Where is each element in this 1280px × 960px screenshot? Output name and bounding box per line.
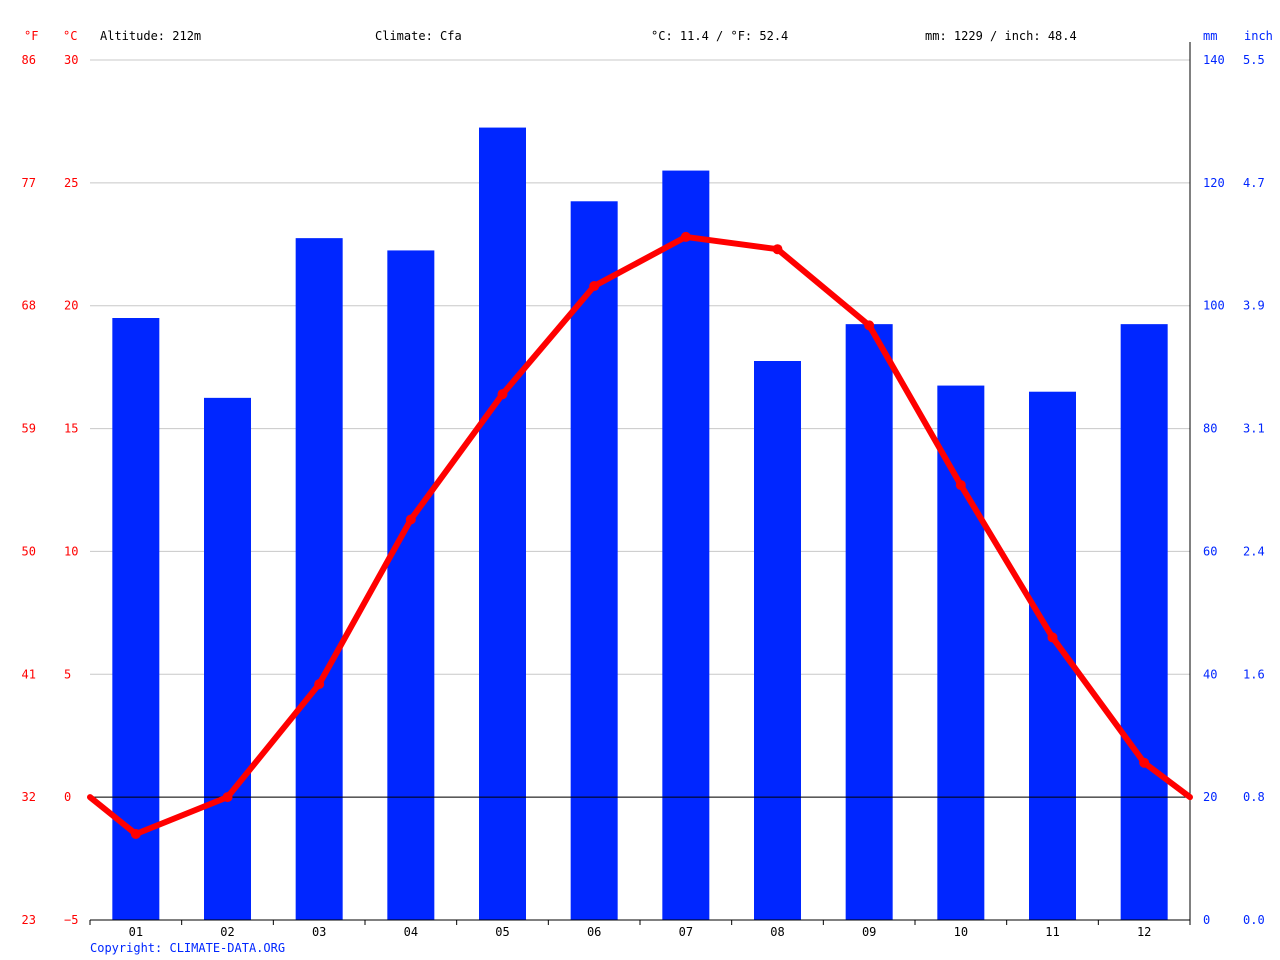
temperature-point xyxy=(1139,757,1150,768)
temperature-point xyxy=(772,244,783,255)
fahrenheit-tick-label: 50 xyxy=(22,544,36,558)
temperature-point xyxy=(955,480,966,491)
inch-tick-label: 5.5 xyxy=(1243,53,1265,67)
month-tick-label: 01 xyxy=(129,925,143,939)
fahrenheit-tick-label: 23 xyxy=(22,913,36,927)
celsius-tick-label: 20 xyxy=(64,299,78,313)
precipitation-bar xyxy=(295,238,343,921)
temperature-point xyxy=(589,281,600,292)
mm-unit-label: mm xyxy=(1203,29,1217,43)
month-tick-label: 06 xyxy=(587,925,601,939)
celsius-tick-label: 15 xyxy=(64,422,78,436)
fahrenheit-tick-label: 77 xyxy=(22,176,36,190)
celsius-tick-label: 0 xyxy=(64,790,71,804)
month-tick-label: 09 xyxy=(862,925,876,939)
mm-tick-label: 100 xyxy=(1203,299,1225,313)
total-precipitation-label: mm: 1229 / inch: 48.4 xyxy=(925,29,1077,43)
inch-unit-label: inch xyxy=(1244,29,1273,43)
temperature-point xyxy=(1047,632,1058,643)
month-tick-label: 08 xyxy=(770,925,784,939)
mm-tick-label: 80 xyxy=(1203,422,1217,436)
mm-tick-label: 20 xyxy=(1203,790,1217,804)
gridlines xyxy=(90,59,1190,798)
precipitation-bar xyxy=(662,170,710,921)
inch-tick-label: 3.1 xyxy=(1243,422,1265,436)
inch-tick-label: 3.9 xyxy=(1243,299,1265,313)
inch-tick-label: 0.8 xyxy=(1243,790,1265,804)
fahrenheit-unit-label: °F xyxy=(24,29,38,43)
fahrenheit-tick-label: 68 xyxy=(22,299,36,313)
month-tick-label: 10 xyxy=(954,925,968,939)
climate-label: Climate: Cfa xyxy=(375,29,462,43)
celsius-unit-label: °C xyxy=(63,29,77,43)
precipitation-bar xyxy=(204,397,251,920)
precipitation-bar xyxy=(570,201,618,921)
mm-tick-label: 40 xyxy=(1203,667,1217,681)
tick-labels: 86 30 140 5.577 25 120 4.768 20 100 3.959 15 80 3.15… xyxy=(22,53,1265,939)
precipitation-bar xyxy=(387,250,435,920)
inch-tick-label: 2.4 xyxy=(1243,544,1265,558)
precipitation-bar xyxy=(845,324,893,921)
month-tick-label: 04 xyxy=(404,925,418,939)
precipitation-bar xyxy=(937,385,985,921)
month-tick-label: 07 xyxy=(679,925,693,939)
month-tick-label: 05 xyxy=(495,925,509,939)
precipitation-bar xyxy=(1120,324,1168,921)
month-tick-label: 12 xyxy=(1137,925,1151,939)
month-tick-label: 11 xyxy=(1045,925,1059,939)
precipitation-bar xyxy=(754,361,801,920)
mm-tick-label: 140 xyxy=(1203,53,1225,67)
month-tick-label: 03 xyxy=(312,925,326,939)
temperature-line xyxy=(87,231,1193,839)
precipitation-bars xyxy=(112,127,1168,921)
altitude-label: Altitude: 212m xyxy=(100,29,201,43)
mm-tick-label: 120 xyxy=(1203,176,1225,190)
copyright-text: Copyright: CLIMATE-DATA.ORG xyxy=(90,941,285,955)
fahrenheit-tick-label: 32 xyxy=(22,790,36,804)
precipitation-bar xyxy=(479,127,526,921)
fahrenheit-tick-label: 41 xyxy=(22,667,36,681)
mm-tick-label: 60 xyxy=(1203,544,1217,558)
fahrenheit-tick-label: 86 xyxy=(22,53,36,67)
fahrenheit-tick-label: 59 xyxy=(22,422,36,436)
celsius-tick-label: −5 xyxy=(64,913,78,927)
temperature-point xyxy=(130,829,141,839)
celsius-tick-label: 25 xyxy=(64,176,78,190)
average-temperature-label: °C: 11.4 / °F: 52.4 xyxy=(651,29,788,43)
temperature-point xyxy=(680,231,691,242)
inch-tick-label: 1.6 xyxy=(1243,667,1265,681)
temperature-point xyxy=(864,320,875,331)
month-tick-label: 02 xyxy=(220,925,234,939)
axis-lines xyxy=(89,42,1191,925)
celsius-tick-label: 5 xyxy=(64,667,71,681)
temperature-point xyxy=(405,514,416,525)
celsius-tick-label: 10 xyxy=(64,544,78,558)
celsius-tick-label: 30 xyxy=(64,53,78,67)
temperature-point xyxy=(314,679,325,690)
temperature-point xyxy=(497,389,508,400)
inch-tick-label: 4.7 xyxy=(1243,176,1265,190)
mm-tick-label: 0 xyxy=(1203,913,1210,927)
temperature-point xyxy=(222,792,233,803)
inch-tick-label: 0.0 xyxy=(1243,913,1265,927)
temperature-polyline xyxy=(87,233,1193,837)
